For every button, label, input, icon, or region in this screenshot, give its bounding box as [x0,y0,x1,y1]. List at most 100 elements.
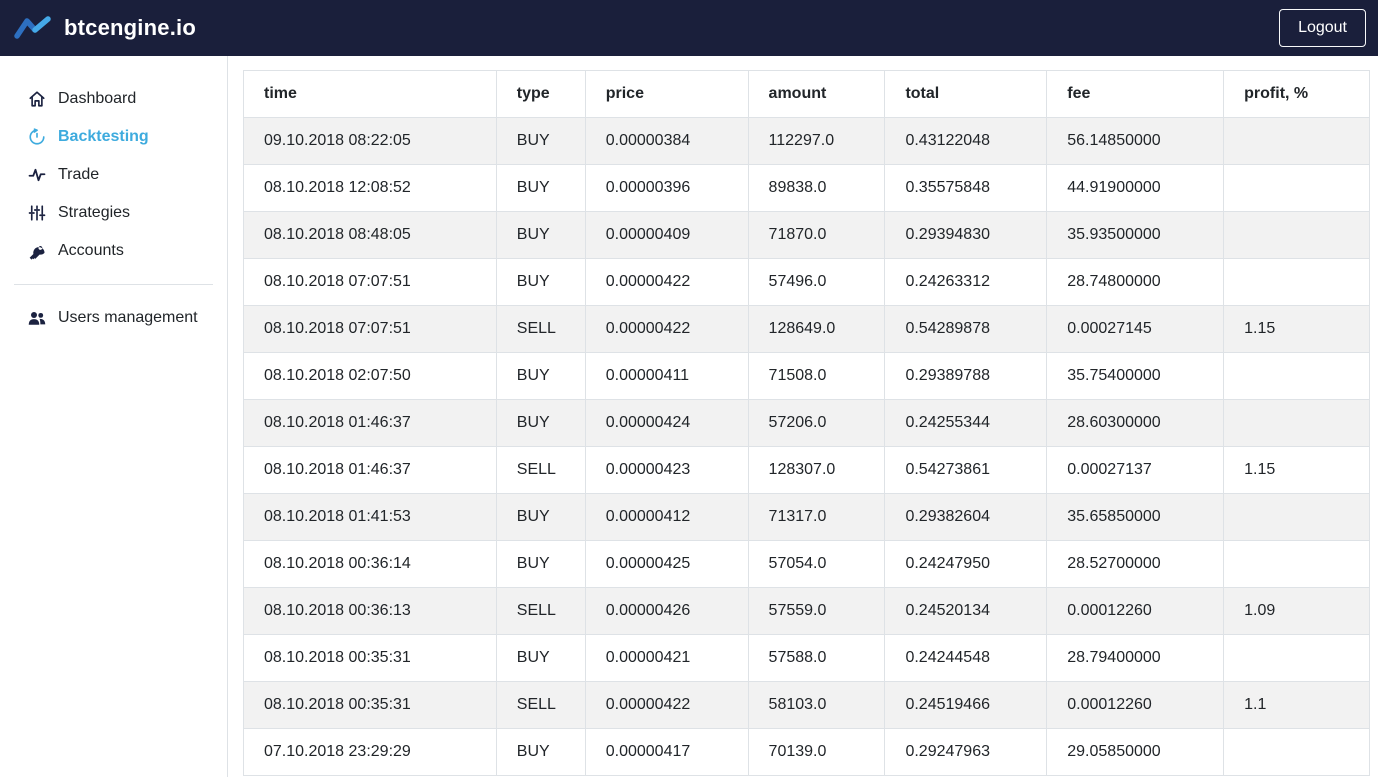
table-cell: 08.10.2018 01:46:37 [243,446,497,494]
table-cell: 0.00000423 [584,446,749,494]
table-cell: 128649.0 [747,305,886,353]
table-cell: 0.24244548 [884,634,1048,682]
table-cell: BUY [495,399,586,447]
table-cell: 0.00027145 [1046,305,1225,353]
table-cell: 70139.0 [747,728,886,776]
header-row: time type price amount total fee profit, % [243,70,1370,118]
trades-table-head: time type price amount total fee profit, % [243,70,1370,118]
table-cell: 0.00000422 [584,681,749,729]
table-cell: BUY [495,258,586,306]
logo-icon [14,13,52,43]
table-cell: BUY [495,164,586,212]
table-cell: BUY [495,493,586,541]
sidebar-item-dashboard[interactable]: Dashboard [0,80,227,118]
table-row: 08.10.2018 12:08:52 BUY 0.00000396 89838.0 0… [243,164,1370,212]
table-row: 07.10.2018 23:29:29 BUY 0.00000417 70139.0 0… [243,728,1370,776]
sidebar-item-label: Dashboard [58,90,137,107]
table-cell: 08.10.2018 00:36:14 [243,540,497,588]
table-cell: 07.10.2018 23:29:29 [243,728,497,776]
table-cell: 09.10.2018 08:22:05 [243,117,497,165]
table-row: 08.10.2018 00:36:14 BUY 0.00000425 57054.0 0… [243,540,1370,588]
column-header[interactable]: amount [747,70,886,118]
table-cell: 08.10.2018 08:48:05 [243,211,497,259]
table-cell [1223,164,1370,212]
logout-button[interactable]: Logout [1279,9,1366,47]
table-cell [1223,211,1370,259]
table-row: 09.10.2018 08:22:05 BUY 0.00000384 112297.0… [243,117,1370,165]
table-row: 08.10.2018 01:46:37 SELL 0.00000423 128307.… [243,446,1370,494]
table-cell: BUY [495,540,586,588]
table-cell: 35.65850000 [1046,493,1225,541]
table-cell: 0.00000409 [584,211,749,259]
table-cell: 0.00000422 [584,258,749,306]
history-icon [28,128,46,146]
sidebar-item-trade[interactable]: Trade [0,156,227,194]
table-cell: 0.29394830 [884,211,1048,259]
table-cell: 0.54273861 [884,446,1048,494]
table-row: 08.10.2018 00:36:13 SELL 0.00000426 57559.0… [243,587,1370,635]
table-cell: 44.91900000 [1046,164,1225,212]
table-cell: 0.24520134 [884,587,1048,635]
table-cell: 1.15 [1223,446,1370,494]
table-cell: BUY [495,211,586,259]
sidebar-item-backtesting[interactable]: Backtesting [0,118,227,156]
table-cell: 08.10.2018 12:08:52 [243,164,497,212]
table-row: 08.10.2018 01:46:37 BUY 0.00000424 57206.0 0… [243,399,1370,447]
table-cell: 1.1 [1223,681,1370,729]
key-icon [28,242,46,260]
table-cell: 0.24263312 [884,258,1048,306]
table-cell: 08.10.2018 07:07:51 [243,258,497,306]
table-row: 08.10.2018 00:35:31 BUY 0.00000421 57588.0 0… [243,634,1370,682]
table-cell [1223,634,1370,682]
table-cell: 0.24255344 [884,399,1048,447]
table-cell: 0.24519466 [884,681,1048,729]
table-cell: 89838.0 [747,164,886,212]
table-cell: 57206.0 [747,399,886,447]
sidebar-item-strategies[interactable]: Strategies [0,194,227,232]
table-cell: 112297.0 [747,117,886,165]
sidebar-item-accounts[interactable]: Accounts [0,232,227,270]
table-cell: 35.75400000 [1046,352,1225,400]
table-cell [1223,352,1370,400]
table-cell: BUY [495,728,586,776]
brand-name: btcengine.io [64,15,196,40]
table-cell: 71508.0 [747,352,886,400]
table-cell [1223,493,1370,541]
brand[interactable]: btcengine.io [14,13,196,43]
table-cell: 0.00000426 [584,587,749,635]
table-cell: 0.00000384 [584,117,749,165]
table-cell: BUY [495,117,586,165]
column-header[interactable]: total [884,70,1048,118]
table-cell: 0.29389788 [884,352,1048,400]
table-row: 08.10.2018 02:07:50 BUY 0.00000411 71508.0 0… [243,352,1370,400]
activity-icon [28,166,46,184]
table-cell [1223,399,1370,447]
users-icon [28,309,46,327]
table-cell: 58103.0 [747,681,886,729]
table-cell: 0.00000425 [584,540,749,588]
table-cell: 0.00000421 [584,634,749,682]
table-cell: BUY [495,352,586,400]
content: time type price amount total fee profit, % 09.… [228,56,1378,777]
table-cell: 128307.0 [747,446,886,494]
table-cell: 0.00000424 [584,399,749,447]
column-header[interactable]: time [243,70,497,118]
sidebar-item-users-management[interactable]: Users management [0,299,227,337]
table-cell: 57496.0 [747,258,886,306]
sidebar: Dashboard Backtesting Trade [0,56,228,777]
column-header[interactable]: type [495,70,586,118]
trades-table-body: 09.10.2018 08:22:05 BUY 0.00000384 112297.0… [243,117,1370,776]
table-cell [1223,258,1370,306]
column-header[interactable]: fee [1046,70,1225,118]
sidebar-divider [14,284,213,285]
table-cell: 08.10.2018 00:36:13 [243,587,497,635]
table-cell: 28.79400000 [1046,634,1225,682]
table-cell: 0.35575848 [884,164,1048,212]
table-cell: 71870.0 [747,211,886,259]
sidebar-item-label: Users management [58,309,198,326]
table-cell: 0.00000396 [584,164,749,212]
table-cell: 0.00012260 [1046,587,1225,635]
column-header[interactable]: price [584,70,749,118]
table-cell: 0.29382604 [884,493,1048,541]
column-header[interactable]: profit, % [1223,70,1370,118]
